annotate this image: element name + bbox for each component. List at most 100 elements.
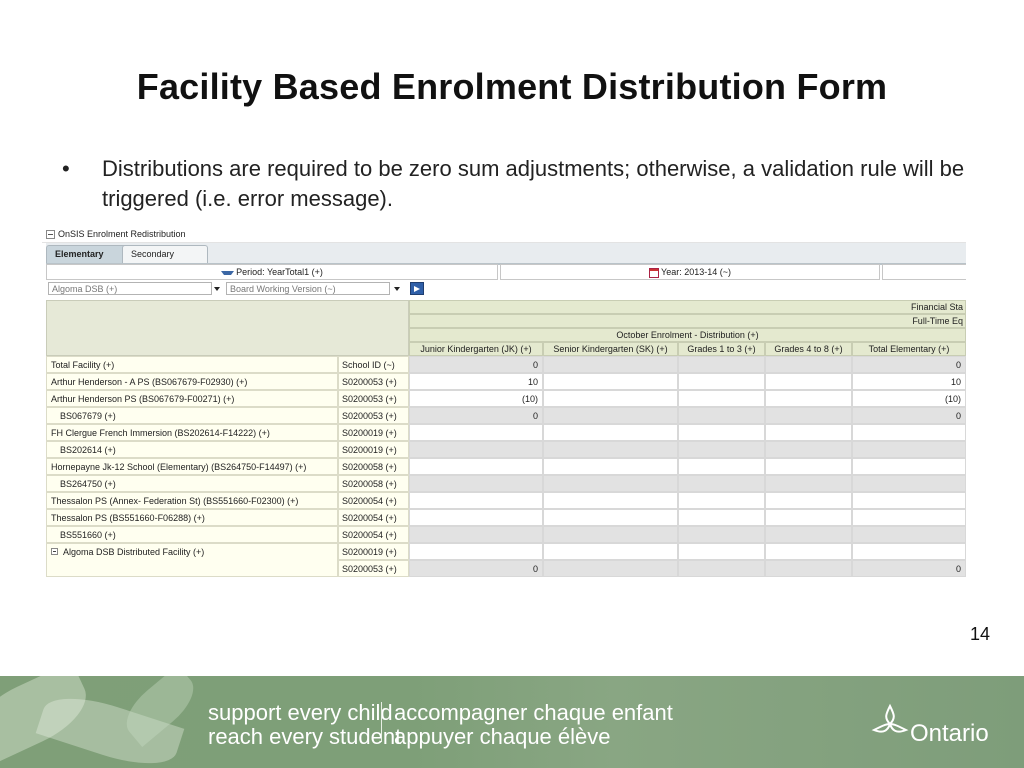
cell-g13[interactable]: [678, 373, 765, 390]
cell-total[interactable]: 0: [852, 356, 966, 373]
col-header-grades-1-3[interactable]: Grades 1 to 3 (+): [678, 342, 765, 356]
cell-g48[interactable]: [765, 543, 852, 560]
cell-g48[interactable]: [765, 390, 852, 407]
row-facility-label[interactable]: Total Facility (+): [46, 356, 338, 373]
cell-g13[interactable]: [678, 424, 765, 441]
bullet-text: Distributions are required to be zero su…: [102, 156, 965, 211]
collapse-icon[interactable]: [46, 230, 55, 239]
cell-jk[interactable]: [409, 509, 543, 526]
col-header-total-elementary[interactable]: Total Elementary (+): [852, 342, 966, 356]
row-facility-label[interactable]: Algoma DSB Distributed Facility (+): [46, 543, 338, 577]
cell-g13[interactable]: [678, 458, 765, 475]
cell-g48[interactable]: [765, 441, 852, 458]
version-select[interactable]: Board Working Version (~): [226, 282, 390, 295]
app-screenshot: OnSIS Enrolment Redistribution Elementar…: [42, 226, 966, 578]
cell-total[interactable]: [852, 543, 966, 560]
cell-sk[interactable]: [543, 526, 678, 543]
cell-g13[interactable]: [678, 509, 765, 526]
cell-sk[interactable]: [543, 543, 678, 560]
year-filter[interactable]: Year: 2013-14 (~): [500, 264, 880, 280]
cell-sk[interactable]: [543, 356, 678, 373]
cell-total[interactable]: [852, 458, 966, 475]
col-header-jk[interactable]: Junior Kindergarten (JK) (+): [409, 342, 543, 356]
cell-total[interactable]: [852, 492, 966, 509]
cell-g48[interactable]: [765, 475, 852, 492]
cell-sk[interactable]: [543, 424, 678, 441]
facility-name: FH Clergue French Immersion (BS202614-F1…: [51, 428, 270, 438]
cell-sk[interactable]: [543, 560, 678, 577]
cell-total[interactable]: [852, 424, 966, 441]
cell-g48[interactable]: [765, 373, 852, 390]
cell-total[interactable]: (10): [852, 390, 966, 407]
col-header-grades-4-8[interactable]: Grades 4 to 8 (+): [765, 342, 852, 356]
cell-g48[interactable]: [765, 407, 852, 424]
go-arrow-button[interactable]: [410, 282, 424, 295]
cell-jk[interactable]: [409, 424, 543, 441]
cell-g13[interactable]: [678, 560, 765, 577]
cell-sk[interactable]: [543, 492, 678, 509]
cell-sk[interactable]: [543, 458, 678, 475]
cell-jk[interactable]: [409, 475, 543, 492]
cell-g48[interactable]: [765, 356, 852, 373]
row-facility-label[interactable]: BS551660 (+): [46, 526, 338, 543]
cell-jk[interactable]: [409, 543, 543, 560]
cell-jk[interactable]: 0: [409, 407, 543, 424]
cell-jk[interactable]: [409, 526, 543, 543]
board-select[interactable]: Algoma DSB (+): [48, 282, 212, 295]
cell-sk[interactable]: [543, 509, 678, 526]
cell-total[interactable]: [852, 441, 966, 458]
cell-sk[interactable]: [543, 373, 678, 390]
row-facility-label[interactable]: BS264750 (+): [46, 475, 338, 492]
cell-g48[interactable]: [765, 509, 852, 526]
tab-secondary[interactable]: Secondary: [122, 245, 208, 263]
row-facility-label[interactable]: BS067679 (+): [46, 407, 338, 424]
cell-g13[interactable]: [678, 526, 765, 543]
cell-jk[interactable]: 0: [409, 560, 543, 577]
cell-g13[interactable]: [678, 390, 765, 407]
cell-g13[interactable]: [678, 356, 765, 373]
cell-g48[interactable]: [765, 560, 852, 577]
cell-total[interactable]: [852, 526, 966, 543]
row-facility-label[interactable]: Hornepayne Jk-12 School (Elementary) (BS…: [46, 458, 338, 475]
row-facility-label[interactable]: Thessalon PS (Annex- Federation St) (BS5…: [46, 492, 338, 509]
cell-jk[interactable]: [409, 458, 543, 475]
row-facility-label[interactable]: Arthur Henderson - A PS (BS067679-F02930…: [46, 373, 338, 390]
row-facility-label[interactable]: Thessalon PS (BS551660-F06288) (+): [46, 509, 338, 526]
cell-total[interactable]: [852, 509, 966, 526]
cell-g13[interactable]: [678, 441, 765, 458]
cell-jk[interactable]: 0: [409, 356, 543, 373]
cell-total[interactable]: 0: [852, 407, 966, 424]
cell-g13[interactable]: [678, 543, 765, 560]
cell-g13[interactable]: [678, 407, 765, 424]
cell-g48[interactable]: [765, 492, 852, 509]
cell-jk[interactable]: 10: [409, 373, 543, 390]
cell-total[interactable]: 0: [852, 560, 966, 577]
cell-sk[interactable]: [543, 475, 678, 492]
row-school-id: School ID (~): [338, 356, 409, 373]
cell-jk[interactable]: [409, 492, 543, 509]
cell-sk[interactable]: [543, 407, 678, 424]
collapse-icon[interactable]: [51, 548, 58, 555]
cell-g48[interactable]: [765, 458, 852, 475]
col-header-sk[interactable]: Senior Kindergarten (SK) (+): [543, 342, 678, 356]
cell-sk[interactable]: [543, 390, 678, 407]
cell-jk[interactable]: [409, 441, 543, 458]
row-school-id: S0200053 (+): [338, 390, 409, 407]
row-facility-label[interactable]: BS202614 (+): [46, 441, 338, 458]
row-facility-label[interactable]: Arthur Henderson PS (BS067679-F00271) (+…: [46, 390, 338, 407]
cell-total[interactable]: [852, 475, 966, 492]
cell-total[interactable]: 10: [852, 373, 966, 390]
version-dropdown-icon[interactable]: [394, 287, 400, 291]
row-facility-label[interactable]: FH Clergue French Immersion (BS202614-F1…: [46, 424, 338, 441]
cell-sk[interactable]: [543, 441, 678, 458]
tab-elementary[interactable]: Elementary: [46, 245, 132, 263]
board-dropdown-icon[interactable]: [214, 287, 220, 291]
cell-jk[interactable]: (10): [409, 390, 543, 407]
filter-row: Period: YearTotal1 (+) Year: 2013-14 (~): [46, 264, 966, 280]
cell-g13[interactable]: [678, 475, 765, 492]
cell-g13[interactable]: [678, 492, 765, 509]
cell-g48[interactable]: [765, 424, 852, 441]
facility-name: Total Facility (+): [51, 360, 115, 370]
period-filter[interactable]: Period: YearTotal1 (+): [46, 264, 498, 280]
cell-g48[interactable]: [765, 526, 852, 543]
